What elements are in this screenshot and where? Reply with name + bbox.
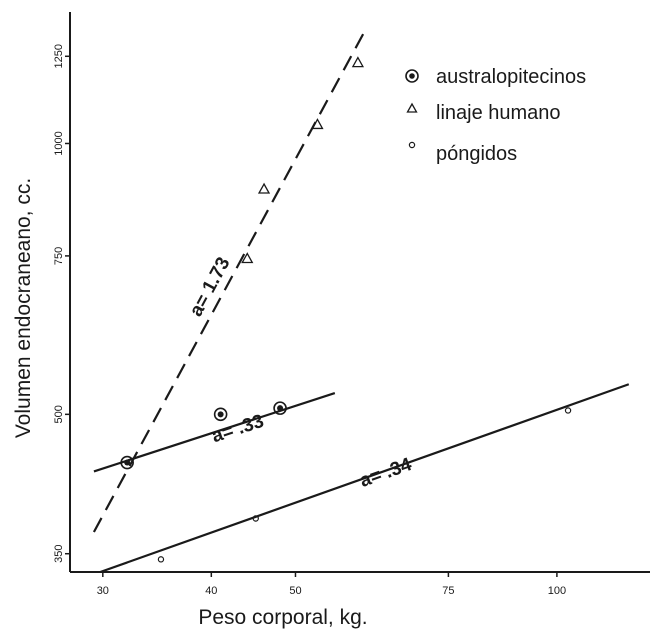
y-tick-label: 750 <box>53 247 65 265</box>
legend-item-linaje-humano: linaje humano <box>406 102 561 124</box>
legend-item-australopitecinos: australopitecinos <box>405 66 586 88</box>
y-tick-label: 500 <box>53 405 65 423</box>
y-axis-title: Volumen endocraneano, cc. <box>12 178 35 438</box>
legend-marker-australopitecinos-dot <box>409 73 415 79</box>
point-australopitecinos <box>120 455 134 470</box>
point-linaje-humano <box>241 252 254 264</box>
point-australopitecinos <box>213 407 228 422</box>
point-linaje-humano <box>351 56 365 68</box>
y-tick-label: 350 <box>53 545 65 563</box>
legend-marker-australopitecinos <box>405 69 419 83</box>
legend-label-pongidos: póngidos <box>436 143 517 165</box>
fit-line-1 <box>92 31 366 533</box>
legend: australopitecinos linaje humano póngidos <box>405 66 586 165</box>
ticks: 30 40 50 75 100 350 500 750 1000 1250 <box>53 44 566 597</box>
legend-marker-linaje-humano <box>406 102 418 113</box>
point-linaje-humano <box>311 118 324 130</box>
point-linaje-humano <box>257 182 271 194</box>
y-tick-label: 1000 <box>53 131 65 155</box>
fit-line-2 <box>93 392 336 473</box>
x-tick-label: 30 <box>97 585 109 597</box>
x-axis-title: Peso corporal, kg. <box>198 606 367 629</box>
point-australopitecinos-dot <box>124 459 131 466</box>
point-pongidos <box>157 556 165 563</box>
point-australopitecinos <box>273 401 287 415</box>
y-tick-label: 1250 <box>53 44 65 68</box>
legend-marker-pongidos <box>408 141 416 149</box>
slope-label-3: a= .34 <box>357 454 415 492</box>
point-australopitecinos-dot <box>217 411 224 418</box>
point-pongidos <box>252 515 259 522</box>
x-tick-label: 75 <box>442 585 454 597</box>
legend-label-australopitecinos: australopitecinos <box>436 66 586 88</box>
x-tick-label: 40 <box>205 585 217 597</box>
fit-lines <box>92 31 630 574</box>
x-tick-label: 50 <box>289 585 301 597</box>
axes <box>69 12 650 573</box>
point-pongidos <box>564 407 572 414</box>
data-points <box>120 56 572 563</box>
point-australopitecinos-dot <box>277 405 284 412</box>
slope-label-2: a= .33 <box>209 411 266 447</box>
slope-labels: a= 1.73a= .33a= .34 <box>186 254 415 492</box>
legend-item-pongidos: póngidos <box>408 141 517 165</box>
fit-line-3 <box>99 383 630 574</box>
x-tick-label: 100 <box>548 585 566 597</box>
legend-label-linaje-humano: linaje humano <box>436 102 561 124</box>
